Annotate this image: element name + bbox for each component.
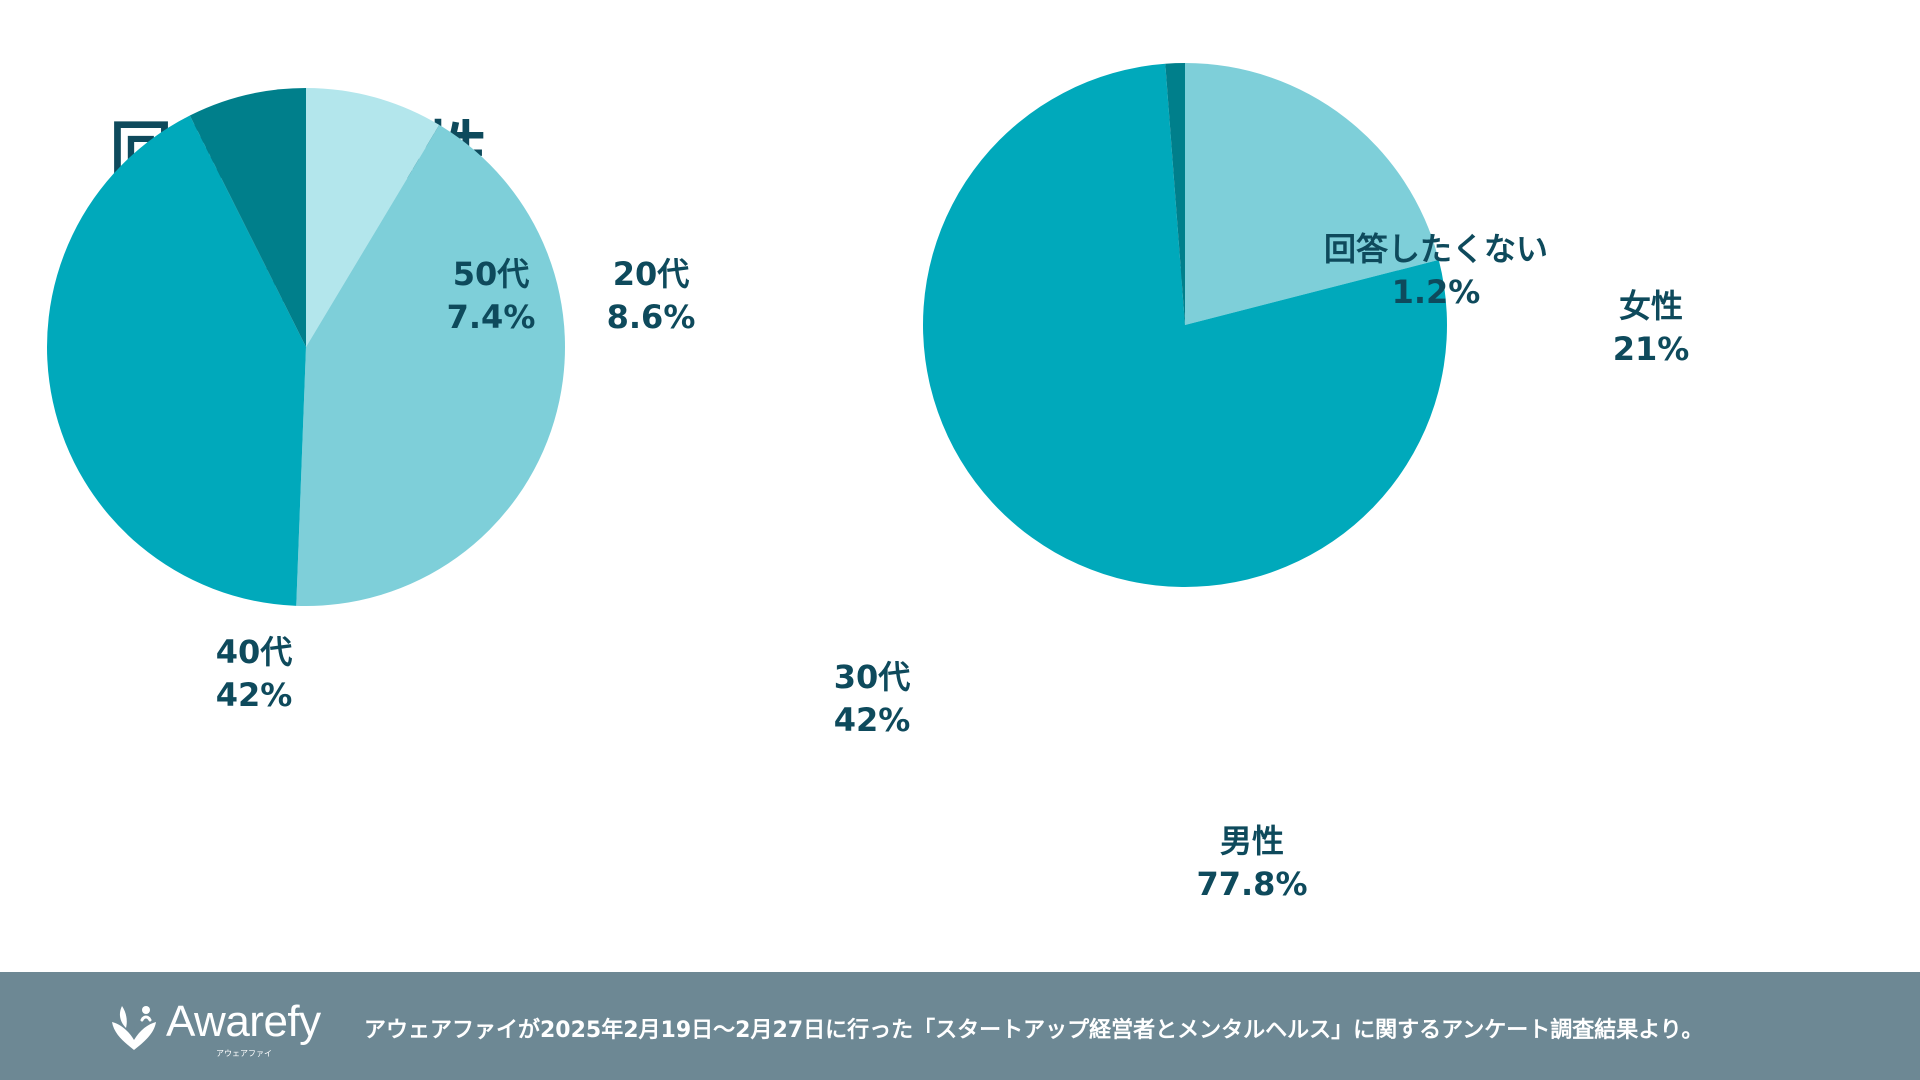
age-label-50s: 50代 7.4%	[446, 254, 536, 336]
brand-kana: アウェアファイ	[216, 1049, 272, 1058]
survey-source-note: アウェアファイが2025年2月19日〜2月27日に行った「スタートアップ経営者と…	[364, 1018, 1704, 1043]
age-label-20s: 20代 8.6%	[606, 254, 696, 336]
gender-label-no-answer: 回答したくない 1.2%	[1323, 229, 1549, 311]
brand-name: Awarefy	[166, 997, 321, 1046]
pie-slice-2	[47, 115, 306, 606]
pie-slice-2	[1165, 63, 1185, 325]
age-pie-chart	[47, 87, 565, 607]
age-label-30s: 30代 42%	[833, 657, 911, 739]
pie-slice-0	[306, 87, 440, 347]
pie-slice-1	[296, 124, 565, 607]
pie-slice-1	[923, 63, 1447, 587]
gender-label-male: 男性 77.8%	[1196, 821, 1308, 903]
pie-slice-3	[189, 88, 306, 347]
gender-pie-chart	[923, 63, 1447, 587]
awarefy-logo: Awarefy	[106, 996, 321, 1056]
age-label-40s: 40代 42%	[215, 632, 293, 714]
gender-label-female: 女性 21%	[1612, 286, 1690, 368]
awarefy-leaf-icon	[112, 1006, 156, 1050]
pie-slice-0	[1185, 63, 1439, 325]
footer-bar: Awarefy アウェアファイ アウェアファイが2025年2月19日〜2月27日…	[0, 972, 1920, 1080]
